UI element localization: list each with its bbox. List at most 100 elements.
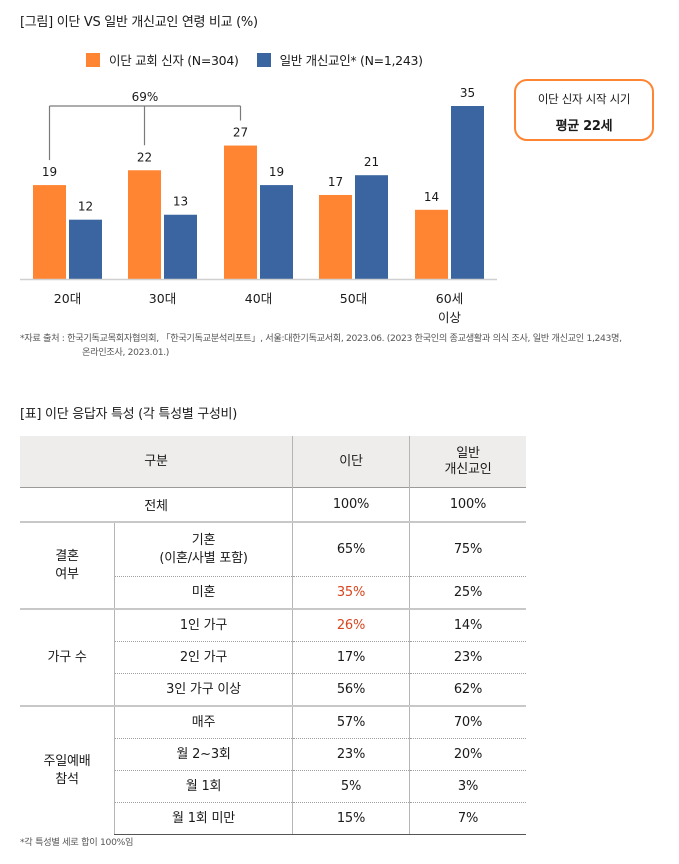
row-label: 월 1회 미만 (114, 802, 293, 835)
bar-chart: 69% 19 22 27 17 14 12 13 19 21 35 20대 30대 40대 50대 60세… (20, 86, 497, 325)
row-label: 월 1회 (114, 770, 293, 803)
group-label: 결혼 여부 (20, 521, 115, 609)
row-label: 2인 가구 (114, 641, 293, 674)
total-label: 전체 (144, 499, 168, 514)
data-label-general-0: 12 (78, 200, 93, 214)
row-label-line1: 월 1회 미만 (172, 810, 236, 826)
x-tick-label-4: 이상 (438, 310, 462, 325)
value-general: 14% (409, 608, 526, 642)
value-idan: 15% (292, 802, 410, 835)
table-row-total: 전체 100% 100% (20, 487, 526, 522)
data-label-general-2: 19 (269, 165, 284, 179)
x-tick-label-1: 30대 (149, 291, 176, 306)
legend-label-idan: 이단 교회 신자 (N=304) (109, 53, 239, 68)
header-general-line2: 개신교인 (444, 461, 492, 477)
legend-swatch-blue (256, 52, 271, 67)
bar-idan-2 (224, 145, 257, 279)
value-idan: 17% (292, 641, 410, 674)
source-line2: 온라인조사, 2023.01.) (82, 347, 170, 358)
row-label-line1: 월 2~3회 (176, 746, 231, 762)
row-label-line1: 3인 가구 이상 (166, 681, 241, 697)
group-label-line1: 가구 수 (47, 649, 87, 665)
row-label-line1: 1인 가구 (179, 617, 228, 633)
value-idan: 56% (292, 673, 410, 706)
x-tick-label-2: 40대 (245, 291, 272, 306)
table-row: 3인 가구 이상 56% 62% (20, 673, 526, 706)
row-label: 매주 (114, 705, 293, 739)
row-label-line1: 매주 (191, 714, 216, 730)
row-label-line1: 미혼 (191, 584, 216, 600)
value-general: 25% (409, 576, 526, 609)
value-idan: 57% (292, 705, 410, 739)
table-header-row: 구분 이단 일반 개신교인 (20, 436, 526, 488)
x-tick-label-0: 20대 (54, 291, 81, 306)
table-row: 미혼 35% 25% (20, 576, 526, 609)
table-row: 가구 수 1인 가구 26% 14% (20, 608, 526, 706)
legend-item-idan: 이단 교회 신자 (N=304) (86, 50, 239, 69)
source-note: *자료 출처 : 한국기독교목회자협의회, 「한국기독교분석리포트」, 서울:대… (20, 332, 670, 360)
value-general: 7% (409, 802, 526, 835)
data-label-general-1: 13 (173, 195, 188, 209)
bar-idan-1 (128, 170, 161, 279)
row-label-line1: 2인 가구 (179, 649, 228, 665)
group-label-line2: 여부 (55, 566, 79, 582)
table-note: *각 특성별 세로 합이 100%임 (20, 837, 134, 848)
source-line1: 한국기독교목회자협의회, 「한국기독교분석리포트」, 서울:대한기독교서회, 2… (67, 333, 622, 344)
row-label: 3인 가구 이상 (114, 673, 293, 706)
bar-general-4 (451, 106, 484, 279)
value-idan: 23% (292, 738, 410, 771)
value-idan: 65% (292, 521, 410, 577)
value-general: 62% (409, 673, 526, 706)
group-label-line1: 주일예배 (43, 753, 91, 769)
header-idan: 이단 (292, 436, 410, 488)
group-label-line2: 참석 (55, 771, 79, 787)
figure-title: [그림] 이단 VS 일반 개신교인 연령 비교 (%) (20, 15, 258, 30)
characteristics-table: 구분 이단 일반 개신교인 전체 100% 100% 결혼 여부 기혼 (이혼/사별 … (20, 436, 526, 835)
row-label-line1: 월 1회 (185, 778, 222, 794)
bracket-label: 69% (132, 90, 159, 104)
value-idan: 5% (292, 770, 410, 803)
table-row: 월 1회 5% 3% (20, 770, 526, 803)
row-label: 1인 가구 (114, 608, 293, 642)
table-row: 월 2~3회 23% 20% (20, 738, 526, 771)
data-label-idan-2: 27 (233, 126, 248, 140)
total-general: 100% (409, 487, 526, 522)
table-title: [표] 이단 응답자 특성 (각 특성별 구성비) (20, 407, 237, 422)
row-label: 월 2~3회 (114, 738, 293, 771)
table-row: 결혼 여부 기혼 (이혼/사별 포함) 65% 75% (20, 521, 526, 609)
bracket-annotation (48, 105, 242, 161)
data-label-general-3: 21 (364, 155, 379, 169)
x-tick-label-4: 60세 (436, 291, 463, 306)
value-general: 75% (409, 521, 526, 577)
header-general-line1: 일반 (456, 445, 480, 461)
bar-general-0 (69, 219, 102, 279)
legend-label-general: 일반 개신교인* (N=1,243) (279, 53, 423, 68)
legend-item-general: 일반 개신교인* (N=1,243) (256, 50, 423, 69)
total-idan: 100% (292, 487, 410, 522)
header-category: 구분 (20, 436, 293, 488)
header-general: 일반 개신교인 (409, 436, 526, 488)
table-row: 월 1회 미만 15% 7% (20, 802, 526, 835)
data-label-idan-4: 14 (424, 190, 439, 204)
value-idan: 35% (292, 576, 410, 609)
callout-value: 평균 22세 (555, 119, 613, 134)
row-label: 기혼 (이혼/사별 포함) (114, 521, 293, 577)
callout-label: 이단 신자 시작 시기 (537, 92, 631, 106)
bar-idan-0 (33, 185, 66, 279)
bar-general-1 (164, 214, 197, 279)
row-label-line2: (이혼/사별 포함) (159, 550, 248, 566)
data-label-idan-3: 17 (328, 175, 343, 189)
value-general: 70% (409, 705, 526, 739)
bar-idan-3 (319, 194, 352, 279)
row-label-line1: 기혼 (191, 532, 216, 548)
value-idan: 26% (292, 608, 410, 642)
chart-legend: 이단 교회 신자 (N=304) 일반 개신교인* (N=1,243) (86, 50, 441, 69)
data-label-general-4: 35 (460, 86, 475, 100)
bar-general-3 (355, 175, 388, 279)
source-label: *자료 출처 : (20, 333, 65, 344)
start-age-callout: 이단 신자 시작 시기 평균 22세 (514, 79, 654, 141)
bar-general-2 (260, 185, 293, 279)
value-general: 23% (409, 641, 526, 674)
